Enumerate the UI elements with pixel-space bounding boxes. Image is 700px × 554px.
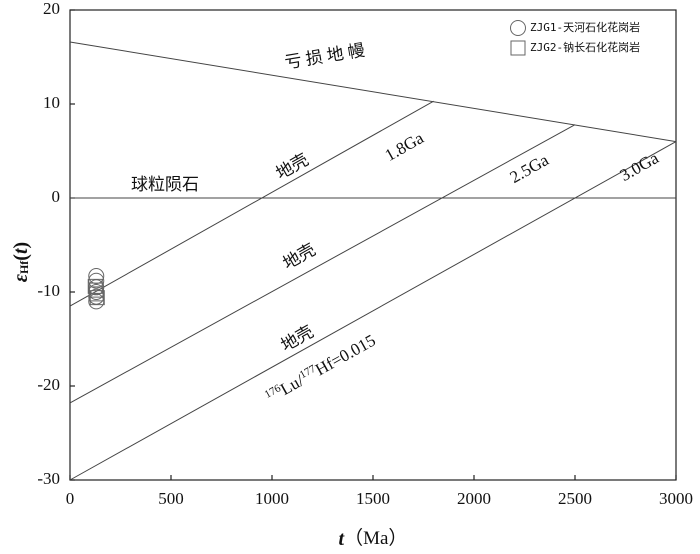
y-axis-title: εHf(t) bbox=[10, 242, 32, 282]
y-tick-label: 20 bbox=[43, 0, 60, 18]
y-tick-label: -10 bbox=[37, 281, 60, 300]
point bbox=[87, 278, 103, 294]
annotation: 地壳 bbox=[280, 240, 319, 273]
point bbox=[88, 293, 105, 310]
y-tick-label: 0 bbox=[52, 187, 61, 206]
x-axis-title-part: （Ma） bbox=[344, 527, 407, 549]
x-tick-label: 0 bbox=[66, 489, 75, 508]
x-tick-label: 2000 bbox=[457, 489, 491, 508]
plot-frame bbox=[69, 9, 677, 481]
reference-line bbox=[69, 100, 434, 307]
y-tick-label: -30 bbox=[37, 469, 60, 488]
x-tick-label: 2500 bbox=[558, 489, 592, 508]
annotation: 地壳 bbox=[278, 322, 317, 355]
y-axis-title-part: ε bbox=[10, 273, 32, 282]
reference-line bbox=[69, 141, 677, 481]
legend-marker bbox=[510, 40, 526, 56]
legend-label: ZJG2-钠长石化花岗岩 bbox=[530, 40, 640, 54]
x-axis-title: t（Ma） bbox=[339, 527, 408, 549]
annotation: 亏 损 地 幔 bbox=[283, 41, 366, 73]
reference-line bbox=[69, 41, 677, 143]
ratio-label-part: Hf=0.015 bbox=[312, 331, 379, 380]
point bbox=[89, 290, 105, 306]
annotation: 地壳 bbox=[273, 150, 312, 183]
y-axis-title-part: ( bbox=[10, 254, 32, 261]
x-tick-label: 3000 bbox=[659, 489, 693, 508]
x-tick-label: 1000 bbox=[255, 489, 289, 508]
legend-marker bbox=[510, 20, 526, 36]
y-axis-title-part: Hf bbox=[17, 260, 31, 274]
x-tick-label: 500 bbox=[158, 489, 184, 508]
point bbox=[88, 286, 104, 302]
annotation: 2.5Ga bbox=[507, 150, 553, 187]
annotation: 1.8Ga bbox=[382, 128, 428, 165]
y-tick-label: 10 bbox=[43, 93, 60, 112]
x-axis-title-part: t bbox=[339, 528, 346, 550]
annotation: 球粒陨石 bbox=[131, 175, 199, 194]
reference-line bbox=[69, 124, 576, 404]
legend-label: ZJG1-天河石化花岗岩 bbox=[530, 20, 640, 34]
y-tick-label: -20 bbox=[37, 375, 60, 394]
y-axis-title-part: ) bbox=[10, 242, 32, 249]
annotation: 3.0Ga bbox=[617, 148, 663, 185]
x-tick-label: 1500 bbox=[356, 489, 390, 508]
y-axis-title-part: t bbox=[10, 247, 32, 254]
point bbox=[88, 272, 105, 289]
